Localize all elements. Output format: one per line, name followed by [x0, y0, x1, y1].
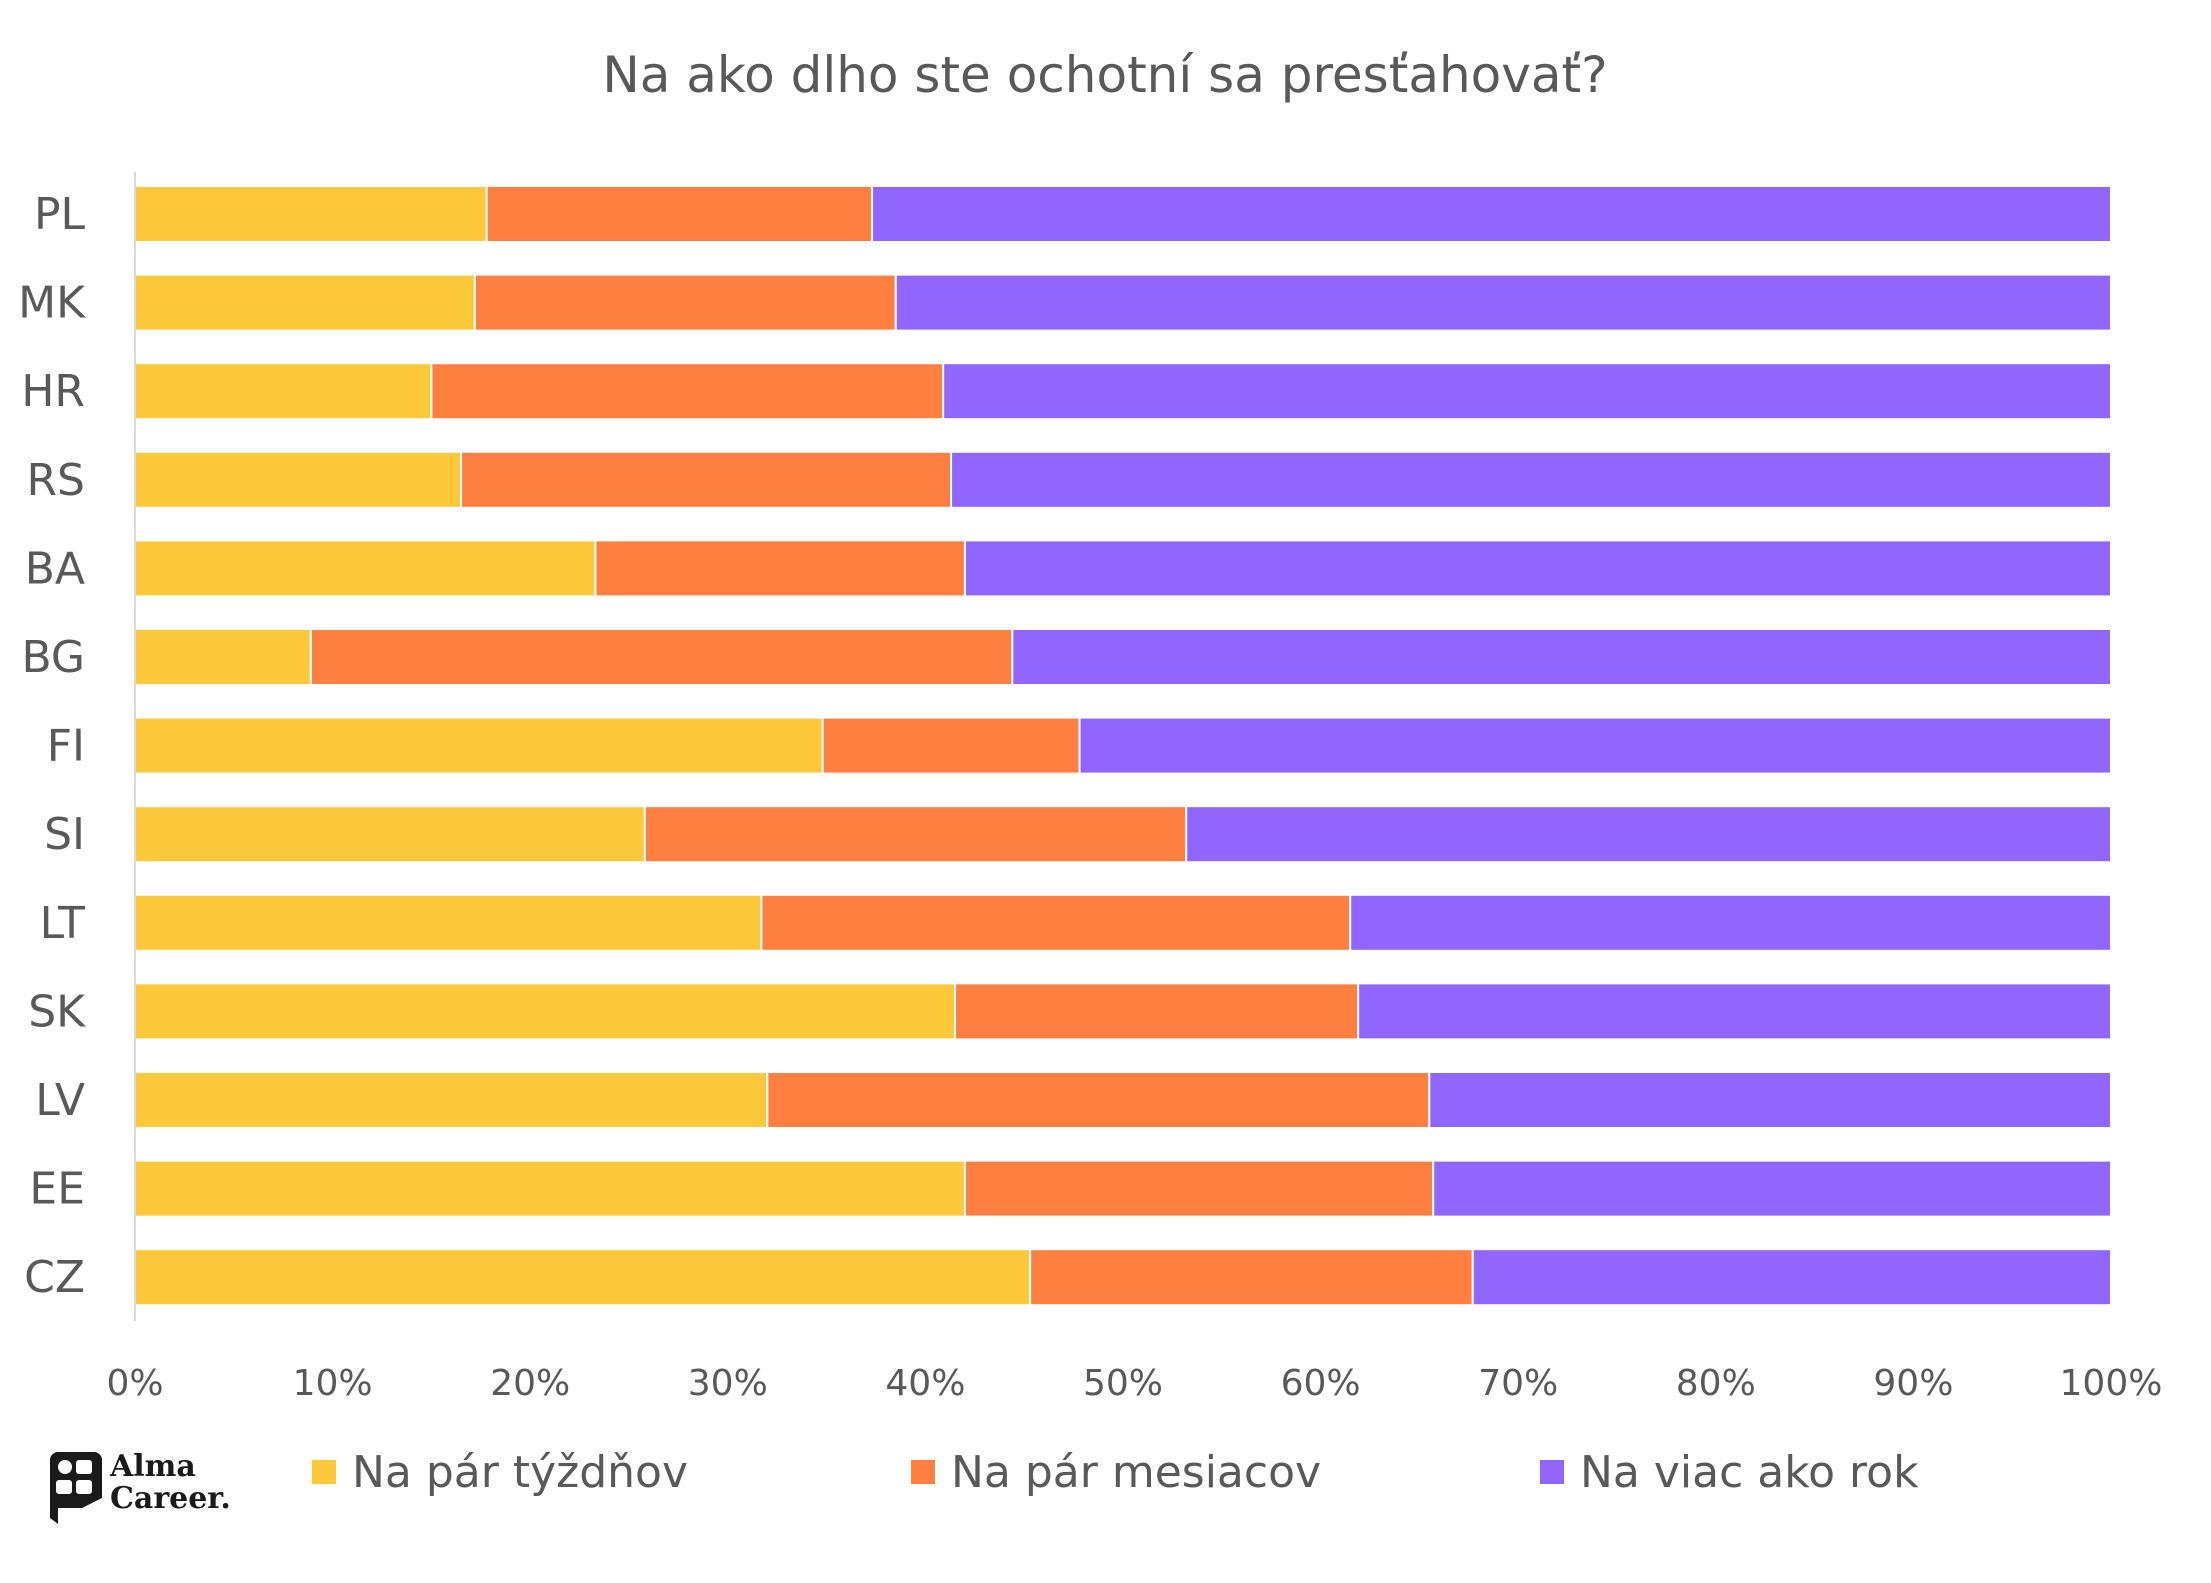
bar-lv-series-1 — [134, 1071, 769, 1129]
bar-ee-series-1 — [134, 1159, 966, 1218]
bar-rs-series-2 — [460, 450, 953, 509]
x-tick-label: 0% — [106, 1363, 163, 1404]
x-tick-label: 50% — [1083, 1363, 1163, 1404]
legend-swatch — [312, 1460, 336, 1484]
x-tick-label: 60% — [1281, 1363, 1361, 1404]
legend-swatch — [1540, 1460, 1564, 1484]
chart-title: Na ako dlho ste ochotní sa presťahovať? — [602, 46, 1607, 104]
bar-sk-series-3 — [1357, 982, 2113, 1041]
category-label: SK — [28, 986, 86, 1037]
category-label: BG — [21, 632, 85, 683]
x-tick-label: 40% — [885, 1363, 965, 1404]
category-label: HR — [21, 366, 85, 417]
category-label: BA — [25, 543, 85, 594]
alma-career-logo: Alma Career. — [50, 1449, 231, 1524]
x-tick-label: 10% — [293, 1363, 373, 1404]
category-label: SI — [44, 809, 85, 860]
category-label: PL — [34, 189, 86, 240]
category-label: RS — [26, 455, 85, 506]
legend-item: Na pár týždňov — [312, 1447, 688, 1498]
bar-ee-series-3 — [1432, 1159, 2113, 1218]
x-tick-label: 20% — [490, 1363, 570, 1404]
bar-sk-series-1 — [134, 982, 957, 1041]
bar-rs-series-3 — [950, 450, 2112, 509]
x-tick-label: 80% — [1676, 1363, 1756, 1404]
category-label: LT — [40, 898, 85, 949]
bar-mk-series-1 — [134, 273, 476, 332]
bar-fi-series-2 — [821, 716, 1081, 775]
x-tick-label: 100% — [2060, 1363, 2163, 1404]
bar-lt-series-3 — [1349, 893, 2112, 952]
bar-cz-series-3 — [1471, 1248, 2112, 1307]
bar-mk-series-2 — [473, 273, 897, 332]
bar-fi-series-1 — [134, 716, 824, 775]
bar-si-series-1 — [134, 805, 646, 864]
legend-swatch — [911, 1460, 935, 1484]
x-tick-label: 90% — [1873, 1363, 1953, 1404]
bar-ba-series-1 — [134, 539, 597, 598]
category-label: FI — [47, 721, 85, 772]
bar-cz-series-1 — [134, 1248, 1032, 1307]
legend-label: Na viac ako rok — [1580, 1447, 1919, 1498]
legend-item: Na viac ako rok — [1540, 1447, 1919, 1498]
logo-text-line2: Career. — [110, 1481, 231, 1516]
bar-lv-series-3 — [1428, 1071, 2112, 1129]
bar-si-series-3 — [1185, 805, 2113, 864]
alma-career-logo-icon — [50, 1452, 102, 1524]
category-label: CZ — [24, 1252, 85, 1303]
bar-si-series-2 — [643, 805, 1188, 864]
category-label: EE — [29, 1164, 85, 1215]
bar-pl-series-1 — [134, 185, 488, 243]
legend: Na pár týždňov Na pár mesiacov Na viac ako… — [312, 1447, 1919, 1498]
bar-hr-series-1 — [134, 362, 433, 421]
bar-hr-series-3 — [942, 362, 2113, 421]
bar-rs-series-1 — [134, 450, 463, 509]
x-tick-label: 30% — [688, 1363, 768, 1404]
category-labels: PL MK HR RS BA BG FI SI LT SK LV EE CZ — [18, 189, 86, 1303]
category-label: MK — [18, 278, 86, 329]
bar-bg-series-3 — [1011, 628, 2112, 686]
bar-ba-series-3 — [963, 539, 2112, 598]
bar-sk-series-2 — [954, 982, 1360, 1041]
bar-pl-series-2 — [485, 185, 874, 243]
bar-lt-series-1 — [134, 893, 763, 952]
bar-pl-series-3 — [871, 185, 2112, 243]
bar-hr-series-2 — [430, 362, 945, 421]
bar-fi-series-3 — [1078, 716, 2112, 775]
legend-label: Na pár týždňov — [352, 1447, 688, 1498]
bar-lt-series-2 — [760, 893, 1352, 952]
bar-bg-series-2 — [309, 628, 1014, 686]
x-tick-label: 70% — [1478, 1363, 1558, 1404]
bar-mk-series-3 — [894, 273, 2112, 332]
x-tick-labels: 0% 10% 20% 30% 40% 50% 60% 70% 80% 90% 100% — [106, 1363, 2162, 1404]
bar-ba-series-2 — [594, 539, 966, 598]
bar-bg-series-1 — [134, 628, 312, 686]
legend-item: Na pár mesiacov — [911, 1447, 1321, 1498]
logo-text-line1: Alma — [109, 1449, 196, 1484]
category-label: LV — [35, 1075, 85, 1126]
bar-cz-series-2 — [1029, 1248, 1474, 1307]
bar-lv-series-2 — [766, 1071, 1431, 1129]
legend-label: Na pár mesiacov — [951, 1447, 1321, 1498]
bars-group — [134, 185, 2113, 1307]
bar-ee-series-2 — [963, 1159, 1435, 1218]
